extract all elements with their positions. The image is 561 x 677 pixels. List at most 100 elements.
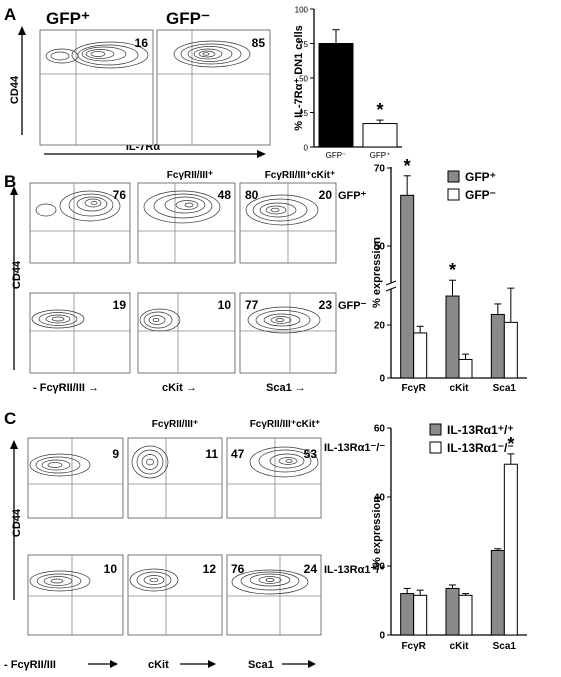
panel-letter-b: B xyxy=(4,172,16,191)
facs-plot-c1: 9 xyxy=(27,437,124,519)
y-tick-label: 0 xyxy=(304,144,309,153)
chart-b: % expression 0 20 50 70 FcγR * cKit * Sca1 GFP⁺ GF… xyxy=(371,156,527,394)
bar xyxy=(362,123,398,148)
quadrant-label: 77 xyxy=(245,298,259,312)
facs-plot-b5: 10 xyxy=(137,292,236,374)
bar xyxy=(458,358,473,379)
facs-plot-b3: 80 20 xyxy=(239,182,337,264)
facs-plot-a1: 16 xyxy=(39,29,154,146)
y-tick-label: 75 xyxy=(299,40,308,49)
chart-a: % IL-7Rα⁺ DN1 cells 0 25 50 75 100 GFP⁻ GFP⁺ * xyxy=(293,6,402,160)
legend-swatch xyxy=(447,170,460,183)
quadrant-label: 24 xyxy=(304,562,318,576)
facs-plot-b4: 19 xyxy=(29,292,131,374)
y-tick-label: 70 xyxy=(374,164,386,175)
y-tick-label: 50 xyxy=(374,242,386,253)
panel-b-x-label-ckit: cKit → xyxy=(162,382,197,394)
quadrant-label: 48 xyxy=(218,188,232,202)
y-tick-label: 60 xyxy=(374,424,386,435)
quadrant-label: 19 xyxy=(113,298,127,312)
panel-a-header-gfp-pos: GFP⁺ xyxy=(46,9,90,28)
y-tick-label: 0 xyxy=(379,631,385,642)
x-tick-label: Sca1 xyxy=(493,383,517,394)
panel-a-header-gfp-neg: GFP⁻ xyxy=(166,9,210,28)
legend-label: GFP⁻ xyxy=(465,188,496,202)
legend-label: GFP⁺ xyxy=(465,170,496,184)
legend-swatch xyxy=(429,441,442,454)
axis-break-mark xyxy=(385,286,397,292)
panel-c-x-axis-labels: - FcγRII/III cKit Sca1 xyxy=(4,659,316,671)
bar xyxy=(400,593,415,636)
facs-plot-c5: 12 xyxy=(127,554,223,636)
y-tick-label: 40 xyxy=(374,493,386,504)
quadrant-label: 47 xyxy=(231,447,245,461)
x-tick-label: cKit xyxy=(450,383,470,394)
panel-b-y-label: CD44 xyxy=(11,260,23,289)
panel-c-y-label: CD44 xyxy=(11,508,23,537)
facs-plot-b6: 77 23 xyxy=(239,292,337,374)
panel-b-row-label-gfp-pos: GFP⁺ xyxy=(338,190,367,202)
quadrant-label: 9 xyxy=(112,447,119,461)
bar xyxy=(318,43,354,148)
panel-c-x-label-ckit: cKit xyxy=(148,659,169,671)
significance-mark: * xyxy=(376,100,383,120)
panel-c-header-fcgr-ckit: FcγRII/III⁺cKit⁺ xyxy=(250,419,321,430)
bar xyxy=(490,549,505,636)
legend-swatch xyxy=(429,423,442,436)
facs-plot-c3: 47 53 xyxy=(226,437,322,519)
y-tick-label: 20 xyxy=(374,562,386,573)
axis-break xyxy=(385,280,397,292)
quadrant-label: 85 xyxy=(252,36,266,50)
x-tick-label: FcγR xyxy=(401,383,426,394)
panel-b-header-fcgr: FcγRII/III⁺ xyxy=(167,170,213,181)
quadrant-label: 76 xyxy=(231,562,245,576)
panel-c-row-label-knockout: IL-13Rα1⁻/⁻ xyxy=(324,442,385,454)
panel-c-x-label-sca1: Sca1 xyxy=(248,659,274,671)
axis-break-mark xyxy=(385,280,397,286)
panel-a-cd44-axis: CD44 xyxy=(9,26,26,135)
y-tick-label: 20 xyxy=(374,321,386,332)
chart-b-y-label: % expression xyxy=(371,237,383,308)
x-tick-label: GFP⁻ xyxy=(326,151,347,160)
x-tick-label: GFP⁺ xyxy=(370,151,391,160)
panel-b-x-label-sca1: Sca1 → xyxy=(266,382,306,394)
significance-mark: * xyxy=(449,260,456,280)
facs-plot-c2: 11 xyxy=(127,437,223,519)
quadrant-label: 10 xyxy=(104,562,118,576)
quadrant-label: 20 xyxy=(319,188,333,202)
y-tick-label: 50 xyxy=(299,75,308,84)
panel-c-cd44-axis: CD44 xyxy=(10,440,23,600)
bar xyxy=(445,587,460,636)
chart-c-y-label: % expression xyxy=(371,496,383,567)
panel-c-row-label-wildtype: IL-13Rα1⁺/⁺ xyxy=(324,564,385,576)
quadrant-label: 76 xyxy=(113,188,127,202)
quadrant-label: 23 xyxy=(319,298,333,312)
facs-plot-c6: 76 24 xyxy=(226,554,322,636)
quadrant-label: 16 xyxy=(135,36,149,50)
y-tick-label: 100 xyxy=(295,6,309,15)
x-tick-label: FcγR xyxy=(401,641,426,652)
bar xyxy=(503,321,518,379)
panel-a-y-label: CD44 xyxy=(9,75,21,104)
panel-b-cd44-axis: CD44 xyxy=(10,186,23,370)
legend-label: IL-13Rα1⁺/⁺ xyxy=(447,423,514,437)
panel-c-x-label-fcgr: - FcγRII/III xyxy=(4,659,56,671)
significance-mark: * xyxy=(404,156,411,176)
facs-plot-c4: 10 xyxy=(27,554,124,636)
legend-label: IL-13Rα1⁻/⁻ xyxy=(447,441,514,455)
bar xyxy=(413,594,428,636)
quadrant-label: 53 xyxy=(304,447,318,461)
x-tick-label: Sca1 xyxy=(493,641,517,652)
y-tick-label: 0 xyxy=(379,374,385,385)
bar xyxy=(458,594,473,636)
facs-plot-a2: 85 xyxy=(156,29,271,146)
quadrant-label: 12 xyxy=(203,562,217,576)
y-tick-label: 25 xyxy=(299,109,308,118)
axis-break-gap xyxy=(386,283,396,289)
panel-b-row-label-gfp-neg: GFP⁻ xyxy=(338,300,367,312)
facs-plot-b2: 48 xyxy=(137,182,236,264)
panel-c-header-fcgr: FcγRII/III⁺ xyxy=(152,419,198,430)
significance-mark: * xyxy=(507,434,514,454)
chart-c: % expression 0 20 40 60 FcγR cKit Sca1 *IL-13Rα… xyxy=(371,423,527,652)
panel-letter-c: C xyxy=(4,409,16,428)
